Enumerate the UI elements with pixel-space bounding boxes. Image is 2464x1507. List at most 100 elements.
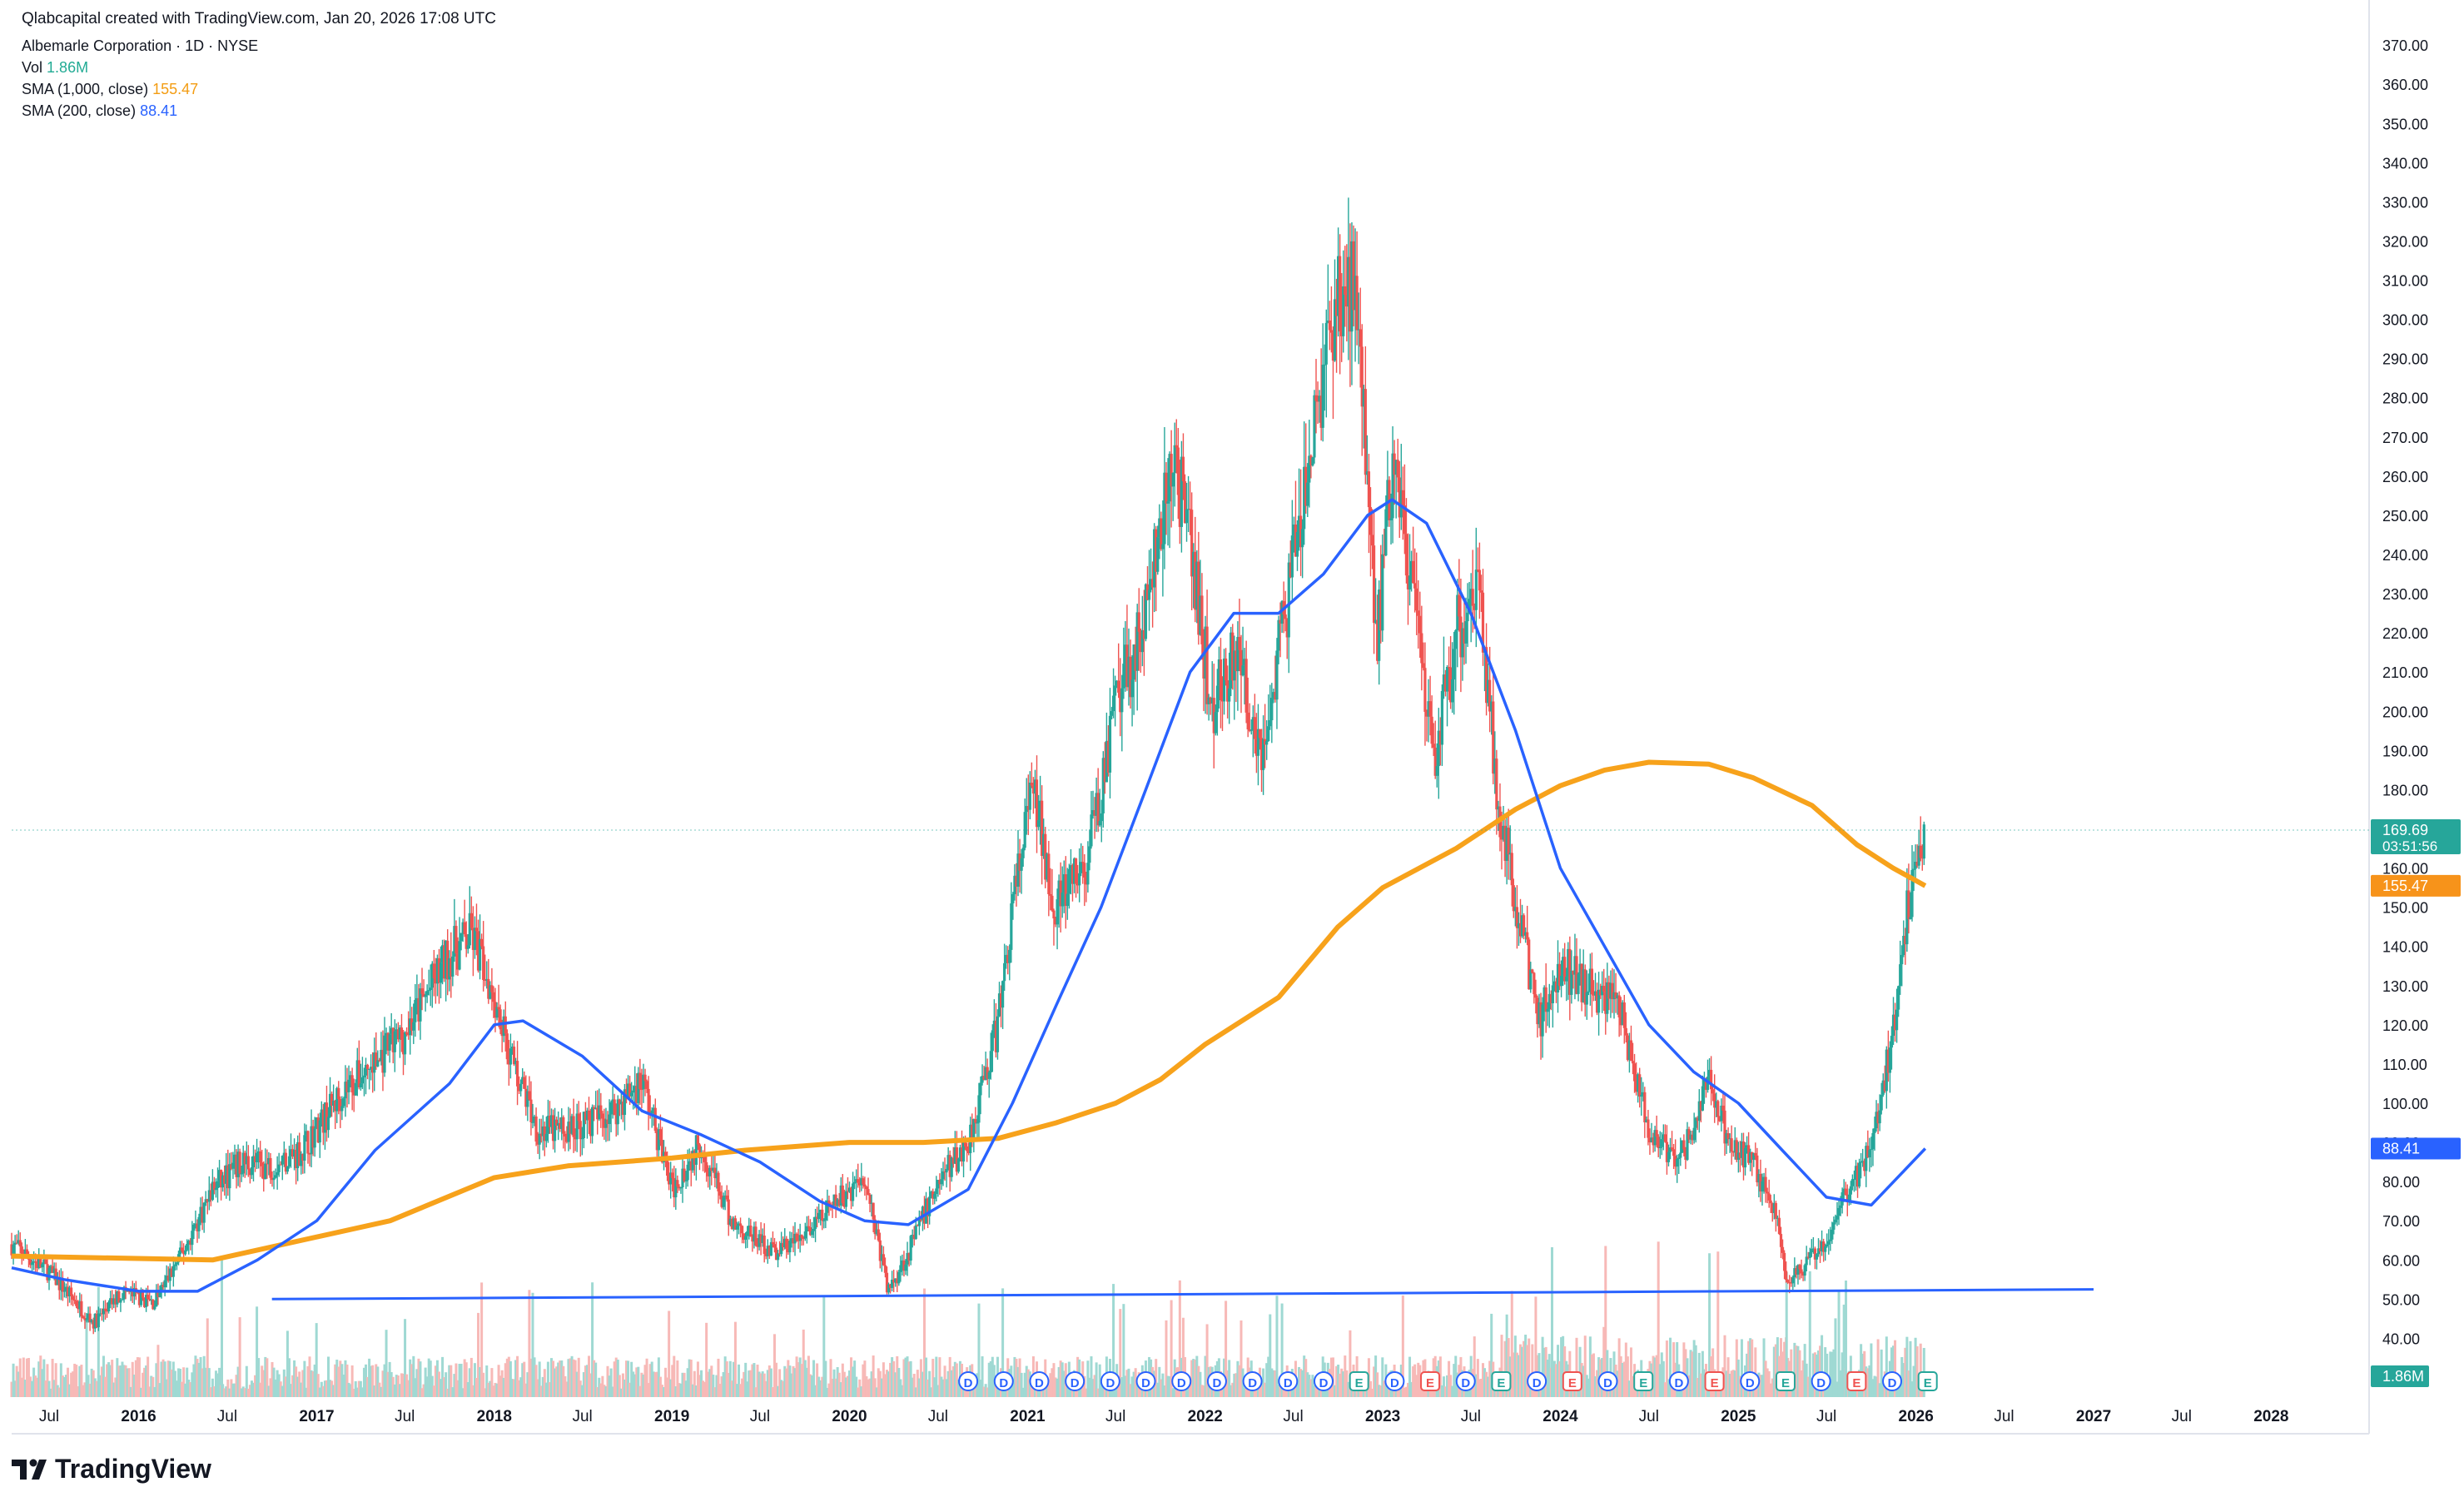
candle-body xyxy=(972,1119,976,1142)
volume-bar xyxy=(1767,1370,1771,1397)
candle-body xyxy=(1811,1248,1815,1250)
volume-bar xyxy=(761,1371,764,1397)
candle-body xyxy=(262,1166,266,1180)
candle-body xyxy=(165,1276,168,1281)
volume-bar xyxy=(916,1370,919,1397)
candle-body xyxy=(1173,445,1176,474)
volume-bar xyxy=(1616,1370,1619,1397)
svg-text:E: E xyxy=(1355,1376,1364,1390)
candle-body xyxy=(456,953,460,970)
volume-bar xyxy=(803,1360,807,1397)
candle-body xyxy=(1120,688,1124,713)
volume-bar xyxy=(593,1360,596,1397)
dividend-marker: D xyxy=(1597,1371,1618,1391)
y-tick-label: 340.00 xyxy=(2382,155,2428,172)
candle-body xyxy=(61,1278,64,1292)
volume-bar xyxy=(1412,1366,1415,1397)
volume-bar xyxy=(1900,1356,1904,1397)
volume-bar xyxy=(354,1380,357,1397)
candle-body xyxy=(67,1287,72,1297)
price-axis: 30.0040.0050.0060.0070.0080.0090.00100.0… xyxy=(2382,37,2428,1386)
volume-bar xyxy=(264,1356,267,1397)
candle-body xyxy=(1632,1063,1637,1082)
volume-bar xyxy=(93,1378,97,1397)
candle-body xyxy=(1756,1155,1759,1183)
candle-body xyxy=(1124,644,1127,664)
volume-bar xyxy=(664,1367,668,1397)
candle-body xyxy=(529,1099,533,1122)
candle-body xyxy=(505,1033,509,1060)
candle-body xyxy=(1888,1047,1892,1073)
candle-body xyxy=(49,1266,52,1268)
volume-bar xyxy=(1860,1344,1863,1397)
volume-bar xyxy=(261,1365,264,1397)
volume-bar xyxy=(548,1382,551,1397)
candle-body xyxy=(1487,679,1490,704)
candle-body xyxy=(1900,954,1904,965)
candle-body xyxy=(1568,948,1572,995)
volume-bar xyxy=(1298,1366,1301,1397)
candle-body xyxy=(1404,534,1408,576)
volume-bar xyxy=(44,1380,47,1397)
volume-bar xyxy=(1808,1271,1811,1397)
volume-bar xyxy=(817,1376,821,1397)
volume-bar xyxy=(766,1370,769,1397)
volume-bar xyxy=(231,1383,235,1397)
candle-body xyxy=(1001,981,1005,1008)
volume-bar xyxy=(831,1378,834,1397)
candle-body xyxy=(175,1262,179,1265)
volume-bar xyxy=(246,1388,250,1397)
candle-body xyxy=(953,1146,956,1164)
volume-bar xyxy=(293,1360,296,1397)
volume-bar xyxy=(342,1374,345,1397)
candle-body xyxy=(1793,1268,1796,1278)
volume-bar xyxy=(15,1365,18,1397)
price-badge-text: 169.69 xyxy=(2382,822,2428,838)
candle-body xyxy=(223,1175,226,1184)
volume-bar xyxy=(919,1359,922,1397)
volume-bar xyxy=(616,1360,619,1397)
candle-body xyxy=(1026,806,1030,810)
candle-body xyxy=(378,1060,381,1062)
volume-bar xyxy=(1046,1383,1049,1397)
dividend-marker: D xyxy=(1455,1371,1476,1391)
candle-body xyxy=(323,1102,327,1133)
candle-body xyxy=(1602,986,1606,992)
candle-body xyxy=(1870,1149,1873,1151)
candle-body xyxy=(400,1027,404,1040)
tradingview-logo[interactable]: TradingView xyxy=(12,1454,211,1485)
volume-bar xyxy=(119,1365,122,1397)
candle-body xyxy=(1559,975,1563,987)
volume-bar xyxy=(739,1384,743,1397)
volume-bar xyxy=(1761,1375,1764,1397)
volume-bar xyxy=(1042,1385,1046,1397)
candle-body xyxy=(1885,1049,1888,1092)
volume-bar xyxy=(1554,1364,1557,1397)
volume-bar xyxy=(1277,1385,1280,1397)
volume-bar xyxy=(1016,1366,1020,1397)
svg-text:D: D xyxy=(1284,1376,1293,1390)
candle-body xyxy=(1849,1186,1852,1195)
candle-body xyxy=(981,1076,984,1083)
candle-body xyxy=(352,1092,355,1096)
volume-bar xyxy=(153,1386,156,1397)
candle-body xyxy=(1762,1176,1766,1181)
volume-bar xyxy=(1373,1366,1376,1397)
volume-bar xyxy=(790,1373,793,1397)
volume-bar xyxy=(1672,1342,1676,1397)
candle-body xyxy=(1590,968,1594,995)
volume-bar xyxy=(41,1369,44,1397)
candle-body xyxy=(1352,241,1355,311)
volume-bar xyxy=(738,1364,741,1397)
volume-bar xyxy=(945,1379,948,1397)
svg-text:D: D xyxy=(1533,1376,1542,1390)
volume-bar xyxy=(145,1365,148,1397)
candle-body xyxy=(705,1161,708,1172)
candle-body xyxy=(580,1138,584,1140)
tradingview-logo-icon xyxy=(12,1459,47,1480)
candle-body xyxy=(1212,698,1215,734)
candle-body xyxy=(1832,1222,1836,1230)
volume-bar xyxy=(1801,1360,1805,1397)
volume-bar xyxy=(1021,1387,1025,1397)
volume-bar xyxy=(584,1365,587,1397)
